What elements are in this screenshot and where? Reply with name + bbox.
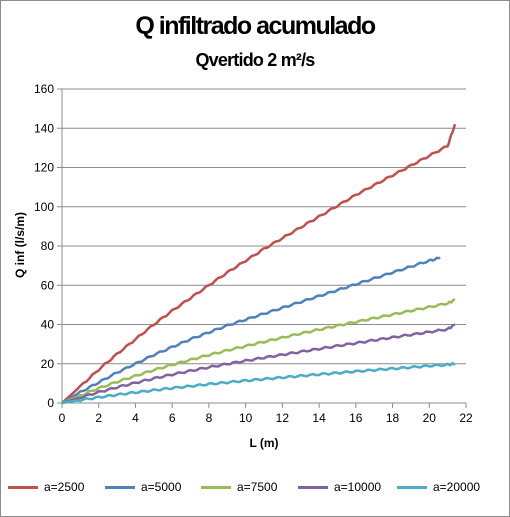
series-line-a-10000	[61, 323, 456, 405]
legend-label: a=2500	[44, 480, 85, 494]
legend-item: a=7500	[201, 477, 277, 497]
series-lines	[61, 123, 457, 405]
y-tick-label: 60	[41, 278, 55, 292]
legend-label: a=20000	[433, 480, 481, 494]
legend-swatch	[397, 485, 427, 489]
y-tick-label: 100	[34, 200, 54, 214]
x-tick-label: 10	[239, 411, 253, 425]
legend-swatch	[8, 485, 38, 489]
y-tick-label: 40	[41, 318, 55, 332]
x-tick-label: 6	[169, 411, 176, 425]
legend: a=2500 a=5000 a=7500 a=10000 a=20000	[0, 477, 510, 497]
legend-item: a=20000	[397, 477, 480, 497]
x-tick-label: 4	[132, 411, 139, 425]
legend-item: a=2500	[8, 477, 84, 497]
y-tick-label: 140	[34, 121, 54, 135]
chart-title: Q infiltrado acumulado	[135, 12, 376, 40]
gridlines	[62, 88, 466, 365]
tick-labels: 0 20 40 60 80 100 120 140 160 0 2 4 6 8 10 12 14 16 18 20 22	[34, 82, 473, 425]
x-tick-label: 16	[349, 411, 363, 425]
legend-item: a=5000	[105, 477, 181, 497]
legend-item: a=10000	[298, 477, 381, 497]
series-line-a-7500	[61, 298, 456, 405]
x-tick-label: 2	[95, 411, 102, 425]
y-tick-label: 160	[34, 82, 54, 96]
legend-label: a=10000	[334, 480, 382, 494]
chart-subtitle: Qvertido 2 m²/s	[195, 50, 315, 70]
legend-label: a=7500	[237, 480, 278, 494]
series-line-a-20000	[61, 361, 456, 405]
y-tick-label: 80	[41, 239, 55, 253]
x-tick-label: 0	[59, 411, 66, 425]
x-tick-label: 20	[423, 411, 437, 425]
legend-swatch	[201, 485, 231, 489]
y-tick-label: 0	[47, 396, 54, 410]
x-tick-label: 8	[206, 411, 213, 425]
axes	[57, 88, 467, 408]
x-tick-label: 18	[386, 411, 400, 425]
series-line-a-2500	[61, 123, 457, 404]
x-tick-label: 12	[276, 411, 290, 425]
series-line-a-5000	[61, 256, 441, 405]
y-tick-label: 120	[34, 161, 54, 175]
legend-swatch	[298, 485, 328, 489]
y-axis-label: Q inf (l/s/m)	[13, 212, 27, 278]
legend-label: a=5000	[141, 480, 182, 494]
x-tick-label: 22	[459, 411, 473, 425]
legend-swatch	[105, 485, 135, 489]
x-axis-label: L (m)	[249, 436, 278, 450]
x-tick-label: 14	[312, 411, 326, 425]
y-tick-label: 20	[41, 357, 55, 371]
